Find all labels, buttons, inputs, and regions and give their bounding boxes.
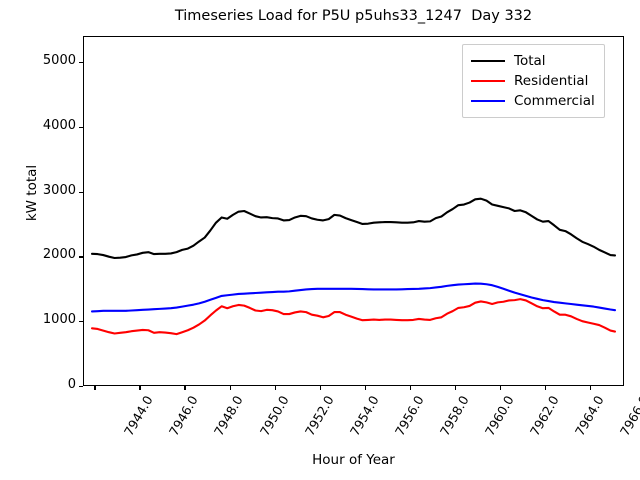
x-tick-mark [139,386,141,390]
x-tick-label: 7944.0 [121,393,157,439]
y-tick-mark [79,256,83,258]
series-line-residential [90,298,617,336]
legend-swatch-total [471,60,505,62]
y-tick-mark [79,126,83,129]
legend-item-total: Total [471,51,595,71]
x-axis-label: Hour of Year [312,452,395,468]
y-tick-label: 5000 [42,52,76,68]
x-tick-mark [184,386,186,390]
plot-area-frame [83,36,624,386]
x-tick-label: 7952.0 [301,393,337,439]
x-tick-label: 7960.0 [481,393,517,439]
x-tick-mark [500,386,502,390]
x-tick-label: 7946.0 [166,393,202,439]
x-tick-mark [590,386,592,390]
x-tick-label: 7964.0 [571,393,607,439]
chart-legend: Total Residential Commercial [462,44,605,118]
x-tick-mark [545,386,547,390]
legend-swatch-residential [471,80,505,82]
x-tick-mark [274,386,276,390]
legend-label-commercial: Commercial [514,93,595,109]
x-tick-mark [454,386,457,390]
legend-item-commercial: Commercial [471,91,595,111]
x-tick-label: 7954.0 [346,393,382,439]
y-tick-label: 3000 [42,182,76,198]
x-tick-label: 7958.0 [436,393,472,439]
legend-label-residential: Residential [514,73,589,89]
y-tick-label: 0 [67,377,76,392]
legend-swatch-commercial [471,100,505,102]
y-tick-mark [79,386,83,388]
y-tick-label: 2000 [42,247,76,263]
series-line-commercial [90,282,617,313]
x-tick-label: 7966.0 [617,393,640,439]
x-tick-mark [409,386,412,390]
x-tick-mark [319,386,321,390]
chart-title: Timeseries Load for P5U p5uhs33_1247 Day… [174,8,533,24]
x-tick-label: 7956.0 [391,393,427,439]
y-tick-label: 4000 [42,117,76,133]
x-tick-label: 7950.0 [256,393,292,439]
y-tick-mark [79,191,83,193]
legend-label-total: Total [514,53,546,69]
y-tick-label: 1000 [42,312,76,328]
legend-item-residential: Residential [471,71,595,91]
y-tick-mark [79,61,83,64]
y-tick-mark [79,321,83,323]
x-tick-mark [94,386,96,390]
x-tick-mark [364,386,367,390]
series-line-total [90,197,617,260]
plot-lines [90,197,617,336]
x-tick-label: 7962.0 [526,393,562,439]
x-tick-mark [229,386,231,390]
x-tick-label: 7948.0 [211,393,247,439]
